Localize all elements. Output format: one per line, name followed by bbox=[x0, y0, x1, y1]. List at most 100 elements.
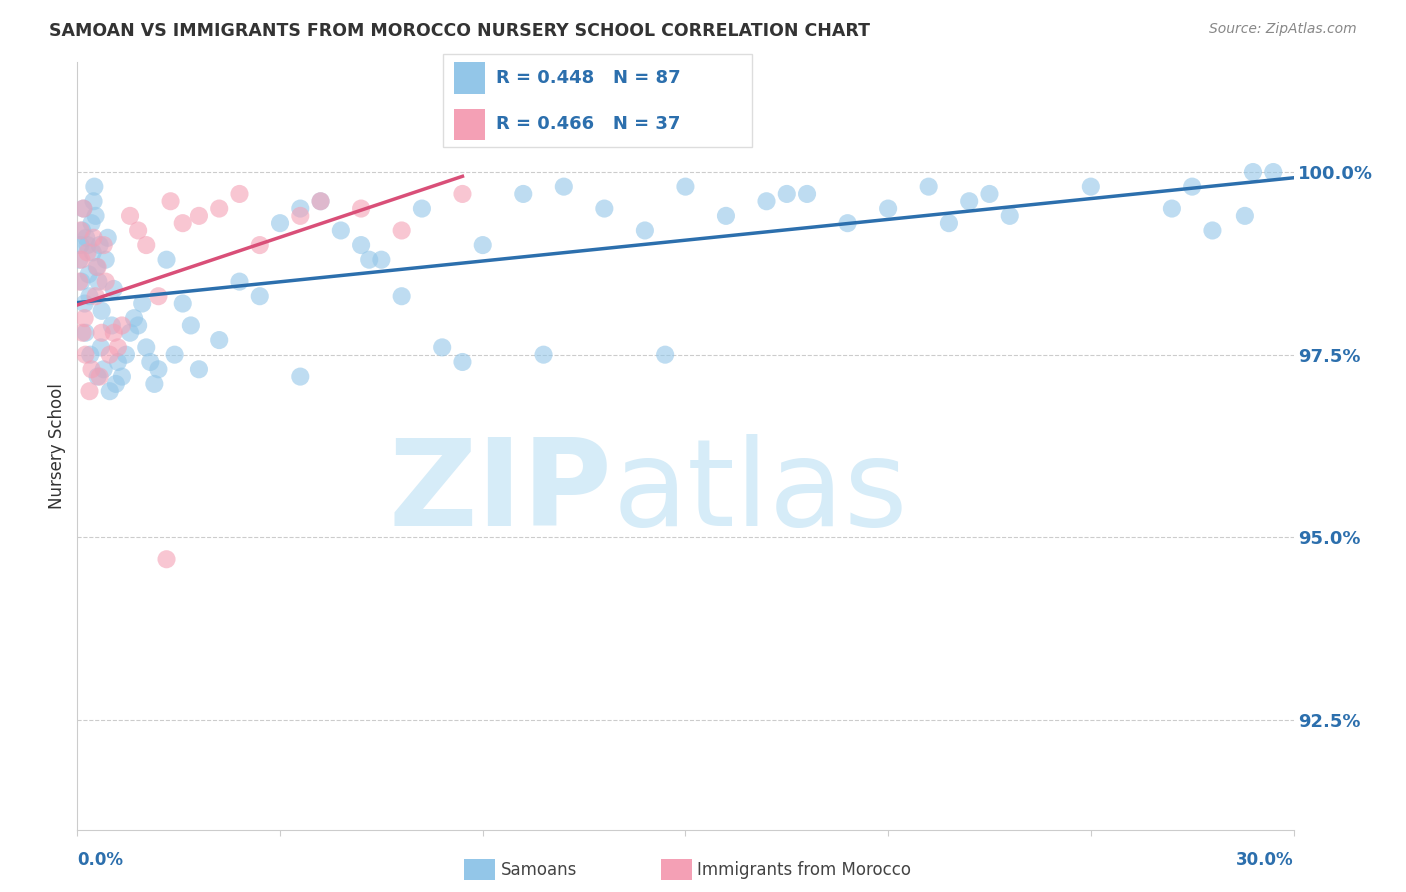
Point bbox=[533, 348, 555, 362]
Text: Samoans: Samoans bbox=[501, 861, 576, 879]
Text: ZIP: ZIP bbox=[388, 434, 613, 550]
Point bbox=[249, 289, 271, 303]
Point bbox=[430, 340, 453, 354]
Point bbox=[593, 202, 616, 216]
Point bbox=[98, 348, 121, 362]
Point bbox=[634, 223, 657, 237]
Point bbox=[675, 179, 697, 194]
Point bbox=[75, 231, 97, 245]
Point bbox=[329, 223, 352, 237]
Point bbox=[77, 268, 100, 282]
Point bbox=[139, 355, 162, 369]
Point bbox=[998, 209, 1021, 223]
Point bbox=[104, 376, 127, 391]
Point bbox=[84, 209, 107, 223]
Point bbox=[131, 296, 153, 310]
Point bbox=[90, 340, 112, 354]
Point bbox=[451, 186, 474, 201]
Point bbox=[918, 179, 941, 194]
Point bbox=[72, 202, 94, 216]
Point bbox=[82, 245, 104, 260]
Point bbox=[83, 179, 105, 194]
Point bbox=[309, 194, 332, 209]
Point bbox=[73, 296, 96, 310]
Point bbox=[796, 186, 818, 201]
Y-axis label: Nursery School: Nursery School bbox=[48, 383, 66, 509]
Point bbox=[1161, 202, 1184, 216]
Point bbox=[89, 238, 111, 252]
Point bbox=[69, 223, 91, 237]
Text: SAMOAN VS IMMIGRANTS FROM MOROCCO NURSERY SCHOOL CORRELATION CHART: SAMOAN VS IMMIGRANTS FROM MOROCCO NURSER… bbox=[49, 22, 870, 40]
Point bbox=[79, 348, 101, 362]
Point bbox=[107, 355, 129, 369]
Point bbox=[228, 186, 250, 201]
Text: R = 0.448   N = 87: R = 0.448 N = 87 bbox=[496, 69, 681, 87]
Point bbox=[86, 260, 108, 274]
Text: atlas: atlas bbox=[613, 434, 908, 550]
Point bbox=[159, 194, 181, 209]
Point bbox=[228, 275, 250, 289]
Point bbox=[553, 179, 575, 194]
Point bbox=[72, 202, 94, 216]
Point bbox=[118, 209, 141, 223]
Point bbox=[101, 318, 124, 333]
Point bbox=[111, 369, 134, 384]
Point bbox=[127, 223, 149, 237]
Text: R = 0.466   N = 37: R = 0.466 N = 37 bbox=[496, 115, 681, 134]
Point bbox=[290, 209, 312, 223]
Point bbox=[98, 384, 121, 399]
Point bbox=[79, 384, 101, 399]
Point bbox=[391, 289, 413, 303]
Point bbox=[97, 231, 120, 245]
Point bbox=[80, 216, 103, 230]
Point bbox=[70, 252, 93, 267]
Point bbox=[148, 289, 170, 303]
Point bbox=[90, 303, 112, 318]
Point bbox=[188, 362, 211, 376]
Point bbox=[163, 348, 186, 362]
Point bbox=[69, 238, 91, 252]
Point bbox=[70, 223, 93, 237]
Point bbox=[249, 238, 271, 252]
Point bbox=[75, 348, 97, 362]
Point bbox=[67, 252, 90, 267]
Text: 0.0%: 0.0% bbox=[77, 852, 124, 870]
Point bbox=[776, 186, 799, 201]
Point bbox=[148, 362, 170, 376]
Point bbox=[172, 296, 194, 310]
Point bbox=[1201, 223, 1223, 237]
Point bbox=[411, 202, 433, 216]
Point bbox=[155, 252, 177, 267]
Point bbox=[309, 194, 332, 209]
Point bbox=[135, 340, 157, 354]
Point bbox=[127, 318, 149, 333]
Point bbox=[76, 245, 98, 260]
Point bbox=[75, 326, 97, 340]
Point bbox=[1241, 165, 1264, 179]
Text: Source: ZipAtlas.com: Source: ZipAtlas.com bbox=[1209, 22, 1357, 37]
Point bbox=[755, 194, 778, 209]
Point bbox=[135, 238, 157, 252]
Point bbox=[979, 186, 1001, 201]
Point bbox=[451, 355, 474, 369]
Point bbox=[1181, 179, 1204, 194]
Point bbox=[79, 289, 101, 303]
Point bbox=[180, 318, 202, 333]
Point bbox=[391, 223, 413, 237]
Point bbox=[269, 216, 291, 230]
Point bbox=[87, 275, 110, 289]
Point bbox=[350, 202, 373, 216]
Point bbox=[208, 202, 231, 216]
Point bbox=[155, 552, 177, 566]
Point bbox=[471, 238, 494, 252]
Point bbox=[350, 238, 373, 252]
Point bbox=[70, 275, 93, 289]
Point bbox=[1263, 165, 1285, 179]
Point bbox=[370, 252, 392, 267]
Point bbox=[76, 238, 98, 252]
Point bbox=[90, 326, 112, 340]
Point bbox=[72, 326, 94, 340]
Point bbox=[122, 311, 145, 326]
Point bbox=[67, 275, 90, 289]
Point bbox=[83, 194, 105, 209]
